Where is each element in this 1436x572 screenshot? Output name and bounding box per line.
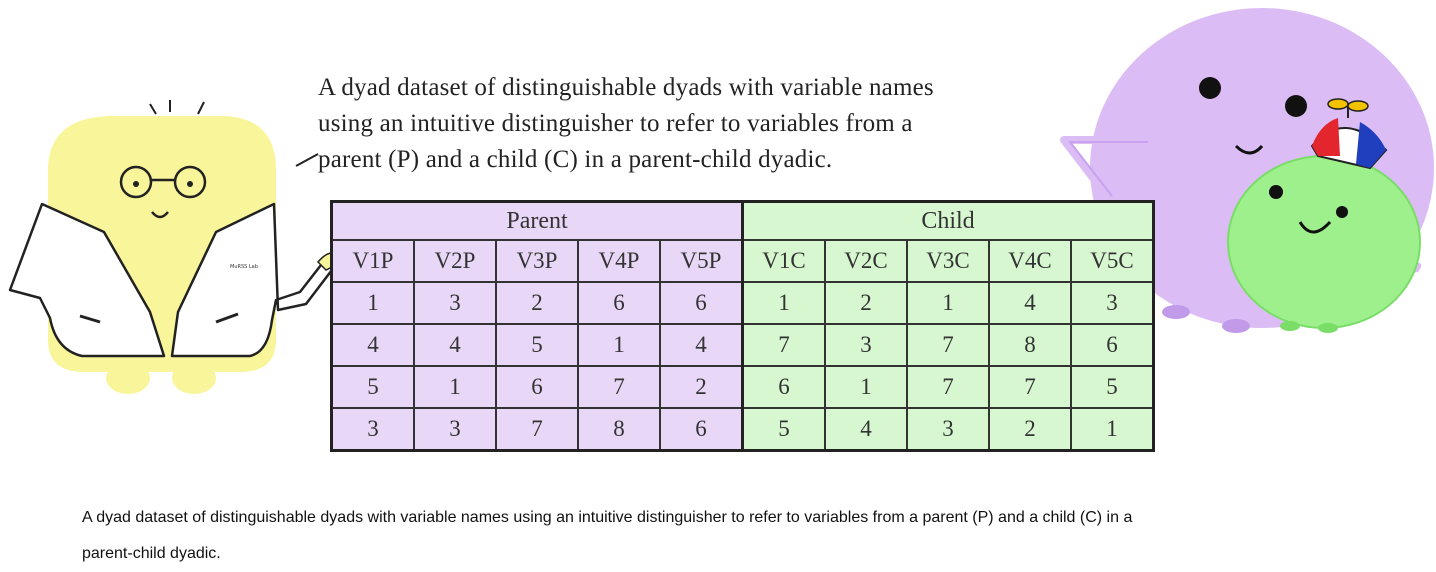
table-cell: 4 xyxy=(413,323,497,367)
headline-line: using an intuitive distinguisher to refe… xyxy=(318,110,913,137)
table-cell: 1 xyxy=(577,323,661,367)
column-header: V5C xyxy=(1070,239,1155,283)
column-header: V3C xyxy=(906,239,990,283)
table-cell: 6 xyxy=(659,281,744,325)
table-cell: 2 xyxy=(824,281,908,325)
table-cell: 7 xyxy=(495,407,579,452)
table-cell: 3 xyxy=(824,323,908,367)
table-cell: 6 xyxy=(659,407,744,452)
table-cell: 3 xyxy=(1070,281,1155,325)
table-cell: 1 xyxy=(1070,407,1155,452)
table-cell: 6 xyxy=(741,365,826,409)
table-cell: 3 xyxy=(906,407,990,452)
column-header: V2P xyxy=(413,239,497,283)
table-row: 5 1 6 7 2 6 1 7 7 5 xyxy=(330,365,1155,409)
table-cell: 6 xyxy=(1070,323,1155,367)
table-cell: 1 xyxy=(824,365,908,409)
column-header: V4P xyxy=(577,239,661,283)
table-cell: 2 xyxy=(495,281,579,325)
column-header: V5P xyxy=(659,239,744,283)
table-cell: 7 xyxy=(988,365,1072,409)
group-header-child: Child xyxy=(741,200,1155,241)
table-cell: 4 xyxy=(659,323,744,367)
caption-line: parent-child dyadic. xyxy=(82,545,221,562)
scientist-character: MuRSS Lab xyxy=(8,100,340,394)
table-cell: 7 xyxy=(906,323,990,367)
table-cell: 4 xyxy=(824,407,908,452)
table-row: 3 3 7 8 6 5 4 3 2 1 xyxy=(330,407,1155,452)
table-cell: 8 xyxy=(988,323,1072,367)
table-cell: 3 xyxy=(413,407,497,452)
table-cell: 4 xyxy=(330,323,415,367)
caption-line: A dyad dataset of distinguishable dyads … xyxy=(82,509,1133,526)
table-row: 4 4 5 1 4 7 3 7 8 6 xyxy=(330,323,1155,367)
headline: A dyad dataset of distinguishable dyads … xyxy=(318,70,1038,178)
table-cell: 7 xyxy=(906,365,990,409)
table-cell: 6 xyxy=(577,281,661,325)
table-row: 1 3 2 6 6 1 2 1 4 3 xyxy=(330,281,1155,325)
table-cell: 5 xyxy=(1070,365,1155,409)
table-cell: 1 xyxy=(330,281,415,325)
pointer-tick xyxy=(295,153,319,167)
column-header-row: V1P V2P V3P V4P V5P V1C V2C V3C V4C V5C xyxy=(330,239,1155,283)
table-cell: 7 xyxy=(741,323,826,367)
dyad-table: Parent Child V1P V2P V3P V4P V5P V1C V2C… xyxy=(330,200,1155,452)
table-cell: 3 xyxy=(413,281,497,325)
table-cell: 5 xyxy=(330,365,415,409)
green-character xyxy=(1227,98,1421,333)
column-header: V2C xyxy=(824,239,908,283)
table-cell: 7 xyxy=(577,365,661,409)
table-cell: 2 xyxy=(659,365,744,409)
table-cell: 1 xyxy=(741,281,826,325)
table-cell: 8 xyxy=(577,407,661,452)
table-cell: 2 xyxy=(988,407,1072,452)
column-header: V3P xyxy=(495,239,579,283)
column-header: V1P xyxy=(330,239,415,283)
figure-caption: A dyad dataset of distinguishable dyads … xyxy=(82,500,1312,572)
table-cell: 6 xyxy=(495,365,579,409)
headline-line: A dyad dataset of distinguishable dyads … xyxy=(318,74,934,101)
table-cell: 1 xyxy=(906,281,990,325)
propeller-cap-icon xyxy=(1310,98,1388,170)
labcoat-label: MuRSS Lab xyxy=(230,264,258,270)
table-cell: 3 xyxy=(330,407,415,452)
column-header: V1C xyxy=(741,239,826,283)
column-header: V4C xyxy=(988,239,1072,283)
table-cell: 4 xyxy=(988,281,1072,325)
table-cell: 1 xyxy=(413,365,497,409)
group-header-parent: Parent xyxy=(330,200,744,241)
headline-line: parent (P) and a child (C) in a parent-c… xyxy=(318,146,833,173)
table-cell: 5 xyxy=(495,323,579,367)
group-header-row: Parent Child xyxy=(330,200,1155,241)
table-cell: 5 xyxy=(741,407,826,452)
